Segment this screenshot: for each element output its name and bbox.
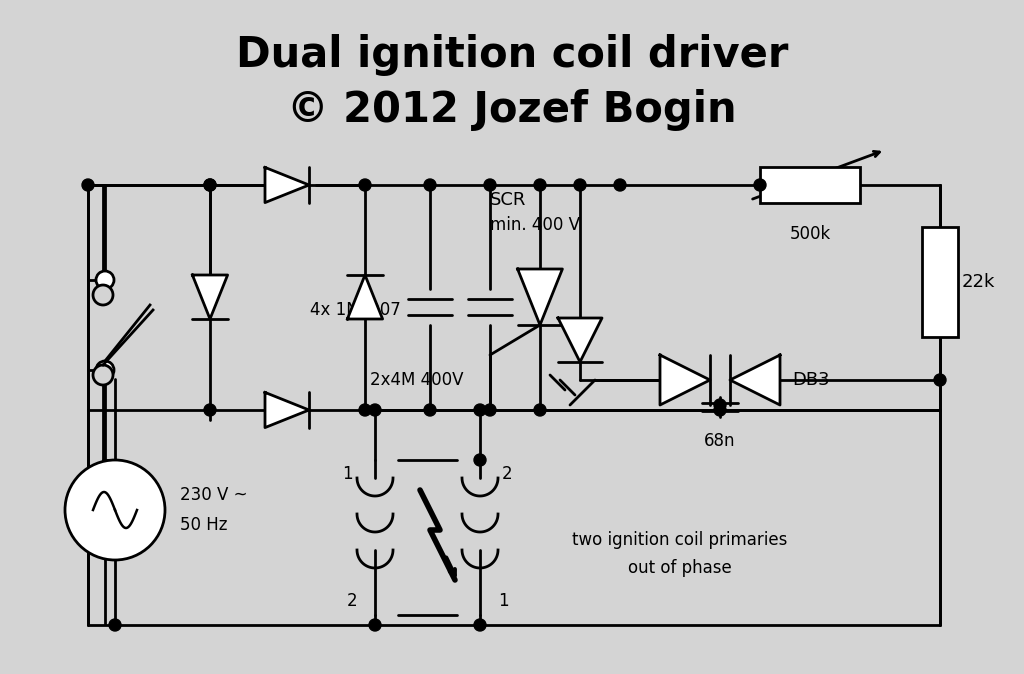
- Circle shape: [82, 179, 94, 191]
- Circle shape: [204, 404, 216, 416]
- Circle shape: [65, 460, 165, 560]
- Text: 2x4M 400V: 2x4M 400V: [370, 371, 464, 389]
- Text: two ignition coil primaries: two ignition coil primaries: [572, 531, 787, 549]
- Circle shape: [96, 271, 114, 289]
- Circle shape: [714, 404, 726, 416]
- Circle shape: [714, 399, 726, 411]
- Circle shape: [534, 179, 546, 191]
- Text: © 2012 Jozef Bogin: © 2012 Jozef Bogin: [287, 89, 737, 131]
- Text: Dual ignition coil driver: Dual ignition coil driver: [236, 34, 788, 76]
- Text: 50 Hz: 50 Hz: [180, 516, 227, 534]
- Text: 2: 2: [502, 465, 513, 483]
- Polygon shape: [730, 355, 780, 405]
- Text: 2: 2: [346, 592, 357, 610]
- Circle shape: [534, 404, 546, 416]
- Circle shape: [359, 179, 371, 191]
- Circle shape: [204, 179, 216, 191]
- Text: 500k: 500k: [790, 225, 830, 243]
- Polygon shape: [265, 392, 309, 427]
- Text: 230 V ~: 230 V ~: [180, 486, 248, 504]
- Circle shape: [109, 619, 121, 631]
- Polygon shape: [347, 275, 383, 319]
- Polygon shape: [517, 269, 562, 325]
- Text: min. 400 V: min. 400 V: [490, 216, 580, 234]
- Circle shape: [424, 404, 436, 416]
- Polygon shape: [660, 355, 710, 405]
- Circle shape: [754, 179, 766, 191]
- Polygon shape: [558, 318, 602, 362]
- Circle shape: [574, 179, 586, 191]
- Circle shape: [93, 365, 113, 385]
- Circle shape: [474, 619, 486, 631]
- Text: 1: 1: [498, 592, 509, 610]
- Circle shape: [614, 179, 626, 191]
- Circle shape: [96, 361, 114, 379]
- Circle shape: [934, 374, 946, 386]
- Text: 1: 1: [342, 465, 353, 483]
- Circle shape: [369, 619, 381, 631]
- Polygon shape: [193, 275, 227, 319]
- Circle shape: [474, 454, 486, 466]
- Text: SCR: SCR: [490, 191, 526, 209]
- Text: 4x 1N4007: 4x 1N4007: [310, 301, 400, 319]
- Text: out of phase: out of phase: [628, 559, 732, 577]
- Polygon shape: [265, 167, 309, 203]
- Circle shape: [424, 179, 436, 191]
- Text: DB3: DB3: [792, 371, 829, 389]
- Circle shape: [484, 404, 496, 416]
- Circle shape: [204, 179, 216, 191]
- Circle shape: [93, 285, 113, 305]
- Text: 22k: 22k: [962, 273, 995, 291]
- Text: 68n: 68n: [705, 432, 736, 450]
- Circle shape: [369, 404, 381, 416]
- Circle shape: [359, 404, 371, 416]
- Bar: [760, 167, 860, 203]
- Circle shape: [484, 179, 496, 191]
- Circle shape: [474, 404, 486, 416]
- Bar: [922, 227, 958, 337]
